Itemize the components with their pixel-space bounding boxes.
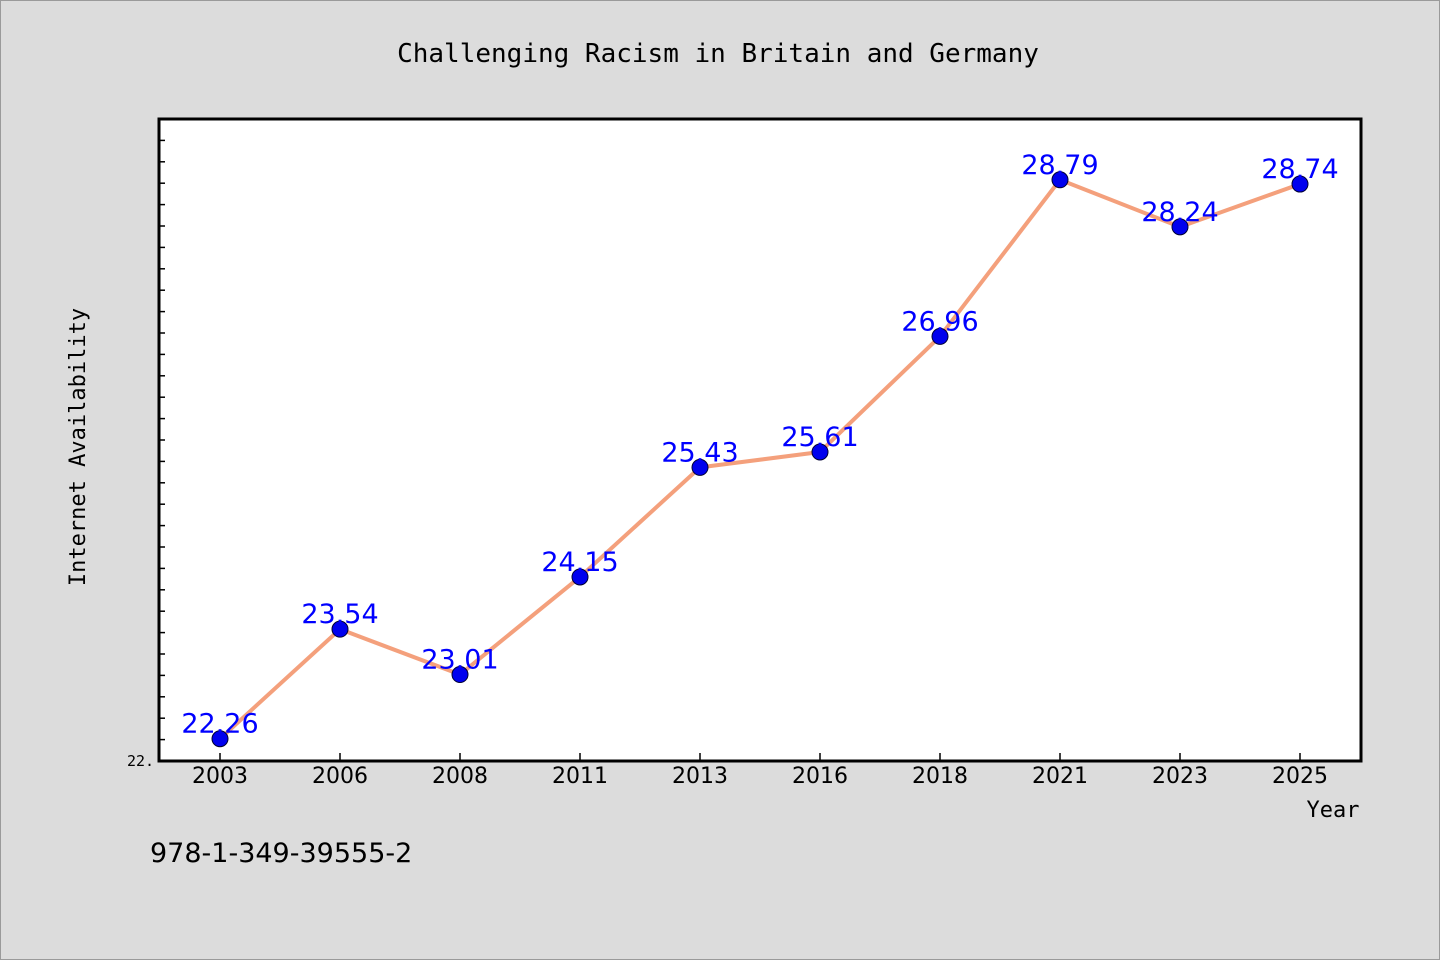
data-label: 28.79 xyxy=(1021,150,1098,181)
data-point xyxy=(571,568,589,586)
data-point xyxy=(211,730,229,748)
data-point xyxy=(811,443,829,461)
data-label: 22.26 xyxy=(181,709,258,740)
x-tick-label: 2025 xyxy=(1272,764,1328,789)
data-point xyxy=(331,620,349,638)
data-point xyxy=(1051,171,1069,189)
x-tick-label: 2018 xyxy=(912,764,968,789)
x-tick-label: 2016 xyxy=(792,764,848,789)
plot-border xyxy=(157,117,1363,763)
data-label: 25.61 xyxy=(781,422,858,453)
chart-title: Challenging Racism in Britain and German… xyxy=(397,39,1039,69)
x-axis-label: Year xyxy=(1307,798,1360,823)
data-point xyxy=(931,327,949,345)
data-label: 23.54 xyxy=(301,599,378,630)
data-label: 23.01 xyxy=(421,645,498,676)
isbn-annotation: 978-1-349-39555-2 xyxy=(150,838,412,869)
x-tick-label: 2011 xyxy=(552,764,608,789)
data-point xyxy=(1171,218,1189,236)
data-label: 24.15 xyxy=(541,547,618,578)
x-tick-label: 2021 xyxy=(1032,764,1088,789)
data-markers xyxy=(211,171,1309,748)
x-tick-labels: 2003 2006 2008 2011 2013 2016 2018 2021 2023 2025 xyxy=(192,764,1328,789)
x-tick-label: 2013 xyxy=(672,764,728,789)
data-point xyxy=(451,666,469,684)
x-tick-label: 2008 xyxy=(432,764,488,789)
x-tick-label: 2003 xyxy=(192,764,248,789)
series-line xyxy=(218,177,1301,741)
data-label: 28.74 xyxy=(1261,154,1338,185)
data-point xyxy=(1291,175,1309,193)
x-tick-label: 2023 xyxy=(1152,764,1208,789)
plot-area xyxy=(159,119,1361,761)
data-labels: 22.26 23.54 23.01 24.15 25.43 25.61 26.96 28.79… xyxy=(181,150,1338,740)
data-label: 25.43 xyxy=(661,437,738,468)
y-tick-label: 22. xyxy=(127,752,154,770)
data-label: 26.96 xyxy=(901,306,978,337)
data-label: 28.24 xyxy=(1141,197,1218,228)
data-point xyxy=(691,458,709,476)
y-axis-label: Internet Availability xyxy=(66,308,91,586)
x-tick-label: 2006 xyxy=(312,764,368,789)
